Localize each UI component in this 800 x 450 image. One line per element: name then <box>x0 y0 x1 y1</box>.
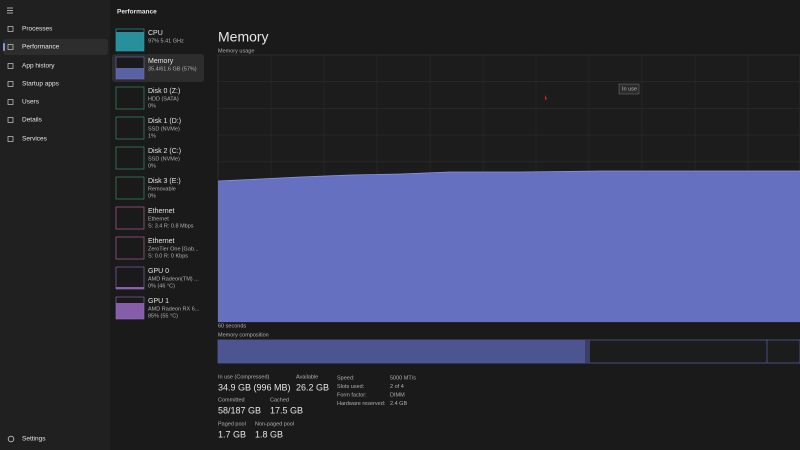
device-detail: 0% <box>148 193 156 199</box>
usage-line <box>217 170 800 182</box>
spec-label: Slots used: <box>337 384 365 390</box>
device-detail: S: 3.4 R: 0.8 Mbps <box>148 223 194 229</box>
device-thumb <box>115 86 145 110</box>
composition-label: Memory composition <box>218 332 269 338</box>
device-name[interactable]: Disk 3 (E:) <box>148 178 181 185</box>
settings-icon <box>7 435 15 443</box>
nav-item[interactable]: Performance <box>22 44 60 51</box>
spec-label: Form factor: <box>337 392 367 398</box>
composition-modified <box>585 340 590 363</box>
nav-icon <box>7 63 14 69</box>
time-label: 60 seconds <box>218 323 246 329</box>
stat-value: 34.9 GB (996 MB) <box>218 382 291 392</box>
cursor <box>545 95 547 100</box>
nav-icon <box>7 44 14 50</box>
nav-item[interactable]: Users <box>22 99 40 106</box>
device-thumb-fill <box>116 303 144 319</box>
stat-label: Non-paged pool <box>255 421 294 427</box>
device-detail: Ethernet <box>148 216 169 222</box>
spec-value: 5000 MT/s <box>390 375 416 381</box>
nav-icon <box>7 26 14 32</box>
device-thumb <box>115 116 145 140</box>
composition-in-use <box>218 340 585 363</box>
device-detail: SSD (NVMe) <box>148 156 180 162</box>
stat-label: In use (Compressed) <box>218 374 270 380</box>
device-detail: 85% (55 °C) <box>148 313 178 319</box>
device-detail: AMD Radeon(TM) ... <box>148 276 199 282</box>
device-detail: 97% 5.41 GHz <box>148 38 184 44</box>
device-detail: 35.4/61.6 GB (57%) <box>148 66 197 72</box>
tooltip-box <box>618 83 640 95</box>
nav-item[interactable]: Services <box>22 136 48 143</box>
nav-icon <box>7 136 14 142</box>
device-name[interactable]: GPU 1 <box>148 298 169 305</box>
device-thumb <box>115 206 145 230</box>
nav-item[interactable]: App history <box>22 63 55 70</box>
stat-value: 26.2 GB <box>296 382 329 392</box>
nav-item[interactable]: Startup apps <box>22 81 60 88</box>
usage-area <box>218 171 800 322</box>
device-detail: Removable <box>148 186 176 192</box>
device-detail: 1% <box>148 133 156 139</box>
stat-label: Paged pool <box>218 421 246 427</box>
spec-value: 2.4 GB <box>390 401 407 407</box>
device-thumb <box>115 146 145 170</box>
device-thumb <box>115 236 145 260</box>
nav-selected <box>3 39 108 55</box>
nav-settings[interactable]: Settings <box>22 436 46 443</box>
device-name[interactable]: Memory <box>148 58 174 65</box>
header-title: Performance <box>117 9 157 16</box>
device-detail: 0% <box>148 103 156 109</box>
spec-value: 2 of 4 <box>390 384 404 390</box>
tooltip: In use <box>622 86 637 92</box>
stat-value: 1.7 GB <box>218 429 246 439</box>
device-name[interactable]: Disk 0 (Z:) <box>148 88 180 95</box>
stat-value: 58/187 GB <box>218 405 261 415</box>
device-detail: AMD Radeon RX 6... <box>148 306 200 312</box>
device-detail: 0% (46 °C) <box>148 283 175 289</box>
main-title: Memory <box>218 29 269 45</box>
device-thumb-fill <box>116 287 144 289</box>
device-name[interactable]: Disk 1 (D:) <box>148 118 181 125</box>
graph-label: Memory usage <box>218 48 254 54</box>
device-thumb <box>115 176 145 200</box>
device-thumb <box>115 266 145 290</box>
nav-indicator <box>3 43 5 51</box>
spec-value: DIMM <box>390 392 405 398</box>
device-name[interactable]: Ethernet <box>148 238 175 245</box>
device-detail: SSD (NVMe) <box>148 126 180 132</box>
spec-label: Hardware reserved: <box>337 401 386 407</box>
device-detail: HDD (SATA) <box>148 96 179 102</box>
stat-value: 1.8 GB <box>255 429 283 439</box>
nav-icon <box>7 117 14 123</box>
spec-label: Speed: <box>337 375 355 381</box>
stat-label: Committed <box>218 397 245 403</box>
device-detail: 0% <box>148 163 156 169</box>
device-name[interactable]: GPU 0 <box>148 268 169 275</box>
device-name[interactable]: CPU <box>148 30 163 37</box>
stat-label: Available <box>296 374 318 380</box>
stat-label: Cached <box>270 397 289 403</box>
device-name[interactable]: Ethernet <box>148 208 175 215</box>
nav-pane <box>0 0 110 450</box>
device-name[interactable]: Disk 2 (C:) <box>148 148 181 155</box>
device-thumb-fill <box>116 68 144 79</box>
stat-value: 17.5 GB <box>270 405 303 415</box>
device-thumb-fill <box>116 32 144 51</box>
device-detail: S: 0.0 R: 0 Kbps <box>148 253 188 259</box>
nav-icon <box>7 99 14 105</box>
nav-item[interactable]: Details <box>22 117 43 124</box>
nav-item[interactable]: Processes <box>22 26 53 33</box>
device-detail: ZeroTier One [Gab... <box>148 246 199 252</box>
nav-icon <box>7 81 14 87</box>
hamburger[interactable] <box>7 7 13 14</box>
